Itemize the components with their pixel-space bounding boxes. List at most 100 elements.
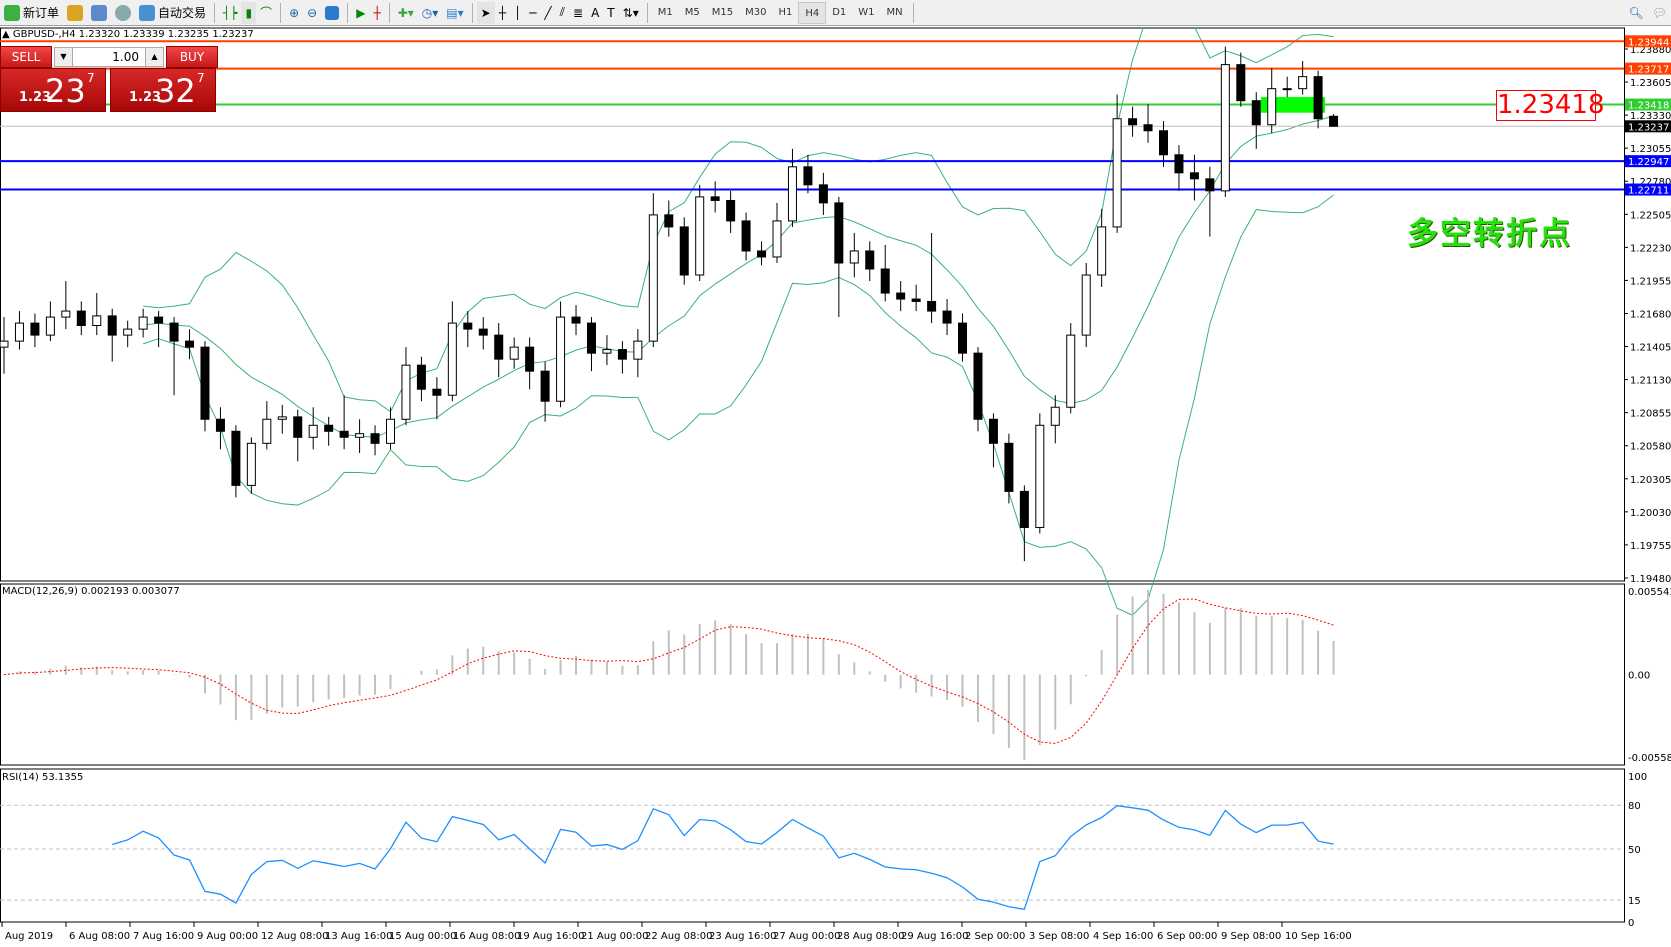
candle — [664, 200, 674, 237]
lot-size-input[interactable]: ▼ 1.00 ▲ — [54, 47, 164, 67]
candle-body — [478, 328, 488, 336]
candle-body — [586, 322, 596, 354]
indicators-button[interactable]: ✚▾ — [394, 2, 418, 24]
zoom-in-button[interactable]: ⊕ — [285, 2, 303, 24]
candle-body — [138, 316, 148, 330]
timeframe-m15[interactable]: M15 — [711, 6, 734, 18]
rsi-tick-label: 100 — [1628, 772, 1647, 783]
symbol-ohlc: GBPUSD-,H4 1.23320 1.23339 1.23235 1.232… — [12, 29, 254, 40]
new-order-button[interactable]: 新订单 — [0, 2, 63, 24]
candle — [911, 284, 921, 312]
vertical-line-button[interactable]: │ — [510, 2, 525, 24]
text-label-button[interactable]: T — [603, 2, 618, 24]
candle — [262, 401, 272, 450]
lot-decrease-icon[interactable]: ▼ — [55, 48, 73, 66]
date-tick-label: 28 Aug 08:00 — [837, 931, 904, 942]
timeframe-d1[interactable]: D1 — [832, 6, 847, 18]
signals-button[interactable] — [111, 2, 135, 24]
text-button[interactable]: A — [587, 2, 603, 24]
candle — [1313, 70, 1323, 129]
timeframe-w1[interactable]: W1 — [858, 6, 875, 18]
highlight-zone[interactable] — [1261, 97, 1325, 113]
auto-trading-button[interactable]: 自动交易 — [135, 2, 210, 24]
price-label-box[interactable]: 1.23418 — [1496, 90, 1605, 121]
candle-body — [1035, 424, 1045, 528]
macd-signal-line — [3, 598, 1334, 744]
timeframe-m1[interactable]: M1 — [657, 6, 673, 18]
search-button[interactable]: 🔍︎ — [1625, 2, 1648, 24]
fibonacci-button[interactable]: ≣ — [569, 2, 587, 24]
collapse-triangle-icon[interactable]: ▲ — [2, 29, 13, 40]
candle — [1081, 262, 1091, 348]
horizontal-line-button[interactable]: ─ — [525, 2, 540, 24]
cursor-button[interactable]: ➤ — [476, 1, 495, 24]
auto-trading-icon — [139, 4, 156, 21]
candle — [200, 341, 210, 432]
chart-shift-button[interactable]: ┼ — [369, 2, 384, 24]
autoscroll-button[interactable]: ▶ — [352, 2, 369, 24]
candle — [757, 241, 767, 266]
lot-value[interactable]: 1.00 — [112, 50, 139, 64]
equidistant-channel-button[interactable]: ⫽ — [556, 2, 569, 24]
trendline-button[interactable]: ╱ — [540, 2, 555, 24]
timeframe-m30[interactable]: M30 — [745, 6, 767, 18]
text-label-icon: T — [607, 5, 615, 20]
navigator-button[interactable] — [87, 2, 111, 24]
candle — [432, 377, 442, 420]
buy-price[interactable]: 1.23 32 7 — [110, 68, 216, 112]
price-tick-label: 1.20030 — [1630, 508, 1671, 519]
zoom-out-button[interactable]: ⊖ — [303, 2, 321, 24]
candle-body — [169, 322, 179, 342]
candle-body — [123, 328, 133, 336]
rsi-tick-label: 50 — [1628, 845, 1641, 856]
crosshair-button[interactable]: ┼ — [495, 2, 510, 24]
candle-body — [45, 316, 55, 336]
chart-area[interactable]: 1.23880 1.23605 1.23330 1.23055 1.22780 1.225… — [0, 27, 1671, 947]
candle-body — [1112, 118, 1122, 228]
candle-body — [246, 442, 256, 486]
price-tick-label: 1.21680 — [1630, 309, 1671, 320]
candle-body — [231, 430, 241, 486]
candle-body — [973, 352, 983, 420]
date-tick-label: 29 Aug 16:00 — [901, 931, 968, 942]
arrows-button[interactable]: ⇅▾ — [619, 2, 643, 24]
candle — [277, 404, 287, 434]
chat-button[interactable]: 💬︎ — [1648, 2, 1671, 24]
candle-body — [107, 315, 117, 336]
timeframe-mn[interactable]: MN — [886, 6, 903, 18]
timeframe-h1[interactable]: H1 — [778, 6, 793, 18]
candle-body — [556, 316, 566, 402]
candle — [1112, 94, 1122, 233]
bar-chart-button[interactable]: ┤┝ — [219, 2, 241, 24]
buy-price-prefix: 1.23 — [129, 90, 162, 105]
date-tick-label: 6 Sep 00:00 — [1157, 931, 1217, 942]
timeframe-m5[interactable]: M5 — [684, 6, 700, 18]
candlestick-button[interactable]: ▮ — [241, 1, 257, 24]
lot-increase-icon[interactable]: ▲ — [145, 48, 163, 66]
candle — [355, 419, 365, 453]
candle-body — [787, 166, 797, 222]
periods-button[interactable]: ◷▾ — [418, 2, 443, 24]
market-watch-button[interactable] — [63, 2, 87, 24]
tile-windows-button[interactable] — [321, 2, 343, 24]
sell-price[interactable]: 1.23 23 7 — [0, 68, 106, 112]
candle-body — [154, 316, 164, 324]
date-tick-label: Aug 2019 — [5, 931, 53, 942]
candle — [927, 232, 937, 324]
annotation-text[interactable]: 多空转折点 — [1407, 216, 1572, 252]
channel-icon: ⫽ — [559, 5, 566, 19]
folder-icon — [67, 4, 84, 21]
candle-body — [1251, 100, 1261, 126]
sell-button[interactable]: SELL — [0, 46, 52, 68]
candle — [1174, 145, 1184, 191]
candle — [463, 311, 473, 348]
candle-body — [1004, 442, 1014, 492]
price-line-label-bg — [1625, 183, 1671, 196]
line-chart-button[interactable]: ⌒ — [256, 2, 276, 24]
timeframe-h4[interactable]: H4 — [798, 1, 827, 24]
templates-button[interactable]: ▤▾ — [442, 2, 467, 24]
candle — [602, 335, 612, 366]
buy-button[interactable]: BUY — [166, 46, 218, 68]
date-tick-label: 2 Sep 00:00 — [965, 931, 1025, 942]
date-tick-label: 19 Aug 16:00 — [517, 931, 584, 942]
